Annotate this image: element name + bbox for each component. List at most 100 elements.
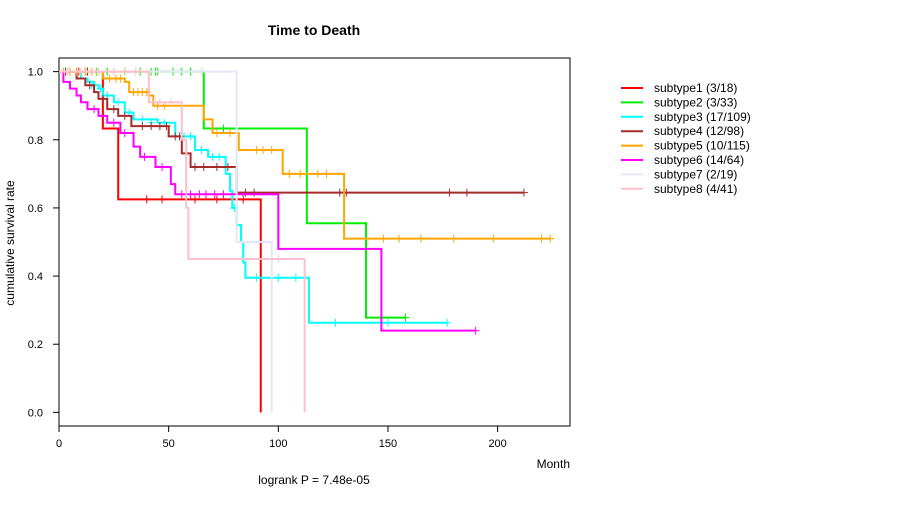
- censor-mark: [186, 190, 195, 199]
- censor-mark: [109, 105, 118, 114]
- censor-mark: [445, 188, 454, 197]
- x-tick-label: 0: [56, 438, 62, 450]
- y-tick-label: 0.4: [28, 271, 43, 283]
- y-tick-label: 1.0: [28, 67, 43, 79]
- censor-mark: [215, 152, 224, 161]
- series-6: [59, 70, 480, 335]
- censor-mark: [226, 128, 235, 137]
- censor-mark: [322, 169, 331, 178]
- legend-item-3: subtype3 (17/109): [621, 110, 751, 124]
- censor-mark: [98, 94, 107, 103]
- censor-mark: [296, 169, 305, 178]
- censor-mark: [258, 146, 267, 154]
- censor-mark: [85, 81, 94, 90]
- censor-mark: [449, 234, 458, 243]
- censor-mark: [158, 195, 167, 204]
- censor-mark: [197, 67, 206, 76]
- censor-mark: [138, 115, 147, 124]
- legend-label: subtype8 (4/41): [654, 182, 737, 196]
- censor-mark: [190, 163, 199, 172]
- censor-mark: [546, 234, 555, 243]
- censor-mark: [401, 313, 410, 322]
- censor-mark: [147, 122, 156, 131]
- legend-label: subtype4 (12/98): [654, 124, 744, 138]
- series-8: [59, 67, 306, 413]
- censor-mark: [443, 318, 452, 327]
- logrank-pvalue: logrank P = 7.48e-05: [258, 473, 370, 487]
- censor-mark: [96, 84, 105, 93]
- legend-label: subtype2 (3/33): [654, 95, 737, 109]
- censor-mark: [94, 67, 103, 76]
- legend-item-6: subtype6 (14/64): [621, 153, 744, 167]
- legend-item-1: subtype1 (3/18): [621, 81, 737, 95]
- legend-label: subtype5 (10/115): [654, 139, 750, 153]
- censor-mark: [313, 169, 322, 178]
- legend-item-7: subtype7 (2/19): [621, 167, 737, 181]
- survival-curve: [59, 70, 551, 240]
- censor-mark: [109, 118, 118, 127]
- censor-mark: [212, 128, 221, 137]
- censor-mark: [210, 190, 219, 199]
- legend-label: subtype6 (14/64): [654, 153, 744, 167]
- censor-mark: [219, 190, 228, 199]
- censor-mark: [109, 67, 118, 76]
- legend-item-5: subtype5 (10/115): [621, 139, 750, 153]
- censor-mark: [120, 111, 129, 120]
- y-tick-label: 0.6: [28, 203, 43, 215]
- y-tick-label: 0.0: [28, 407, 43, 419]
- censor-mark: [274, 255, 283, 264]
- censor-mark: [190, 195, 199, 204]
- series-7: [59, 67, 273, 413]
- censor-mark: [90, 105, 99, 114]
- legend-label: subtype1 (3/18): [654, 81, 737, 95]
- censor-mark: [252, 273, 261, 282]
- censor-mark: [379, 234, 388, 243]
- series-1: [59, 67, 262, 413]
- censor-mark: [241, 188, 250, 197]
- legend-item-2: subtype2 (3/33): [621, 95, 737, 109]
- censor-mark: [250, 188, 259, 197]
- censor-mark: [158, 163, 167, 172]
- survival-curve: [59, 70, 476, 332]
- censor-mark: [223, 163, 232, 172]
- censor-mark: [177, 190, 186, 199]
- censor-mark: [471, 326, 480, 335]
- survival-curve: [59, 70, 524, 194]
- censor-mark: [212, 195, 221, 204]
- censor-mark: [116, 74, 125, 83]
- censor-mark: [138, 122, 147, 131]
- chart-title: Time to Death: [268, 22, 360, 38]
- censor-mark: [186, 132, 195, 141]
- x-tick-label: 200: [488, 438, 506, 450]
- censor-mark: [462, 188, 471, 197]
- censor-mark: [239, 195, 248, 204]
- survival-curve: [59, 70, 406, 319]
- legend-label: subtype7 (2/19): [654, 167, 737, 181]
- censor-mark: [201, 190, 210, 199]
- censor-mark: [131, 67, 140, 76]
- censor-mark: [114, 98, 123, 107]
- censor-mark: [175, 67, 184, 76]
- legend-label: subtype3 (17/109): [654, 110, 751, 124]
- censor-mark: [142, 195, 151, 204]
- censor-mark: [537, 234, 546, 243]
- survival-curve: [59, 70, 306, 413]
- censor-mark: [63, 67, 72, 76]
- censor-mark: [120, 67, 129, 76]
- censor-mark: [274, 273, 283, 282]
- censor-mark: [331, 318, 340, 327]
- censor-mark: [212, 163, 221, 172]
- censor-mark: [394, 234, 403, 243]
- y-tick-label: 0.2: [28, 339, 43, 351]
- censor-mark: [519, 188, 528, 197]
- x-tick-label: 150: [379, 438, 397, 450]
- censor-mark: [291, 273, 300, 282]
- censor-mark: [120, 128, 129, 137]
- legend: subtype1 (3/18)subtype2 (3/33)subtype3 (…: [621, 81, 751, 196]
- x-tick-label: 50: [163, 438, 175, 450]
- censor-mark: [219, 124, 228, 133]
- censor-mark: [166, 98, 175, 107]
- censor-mark: [383, 318, 392, 327]
- x-tick-label: 100: [269, 438, 287, 450]
